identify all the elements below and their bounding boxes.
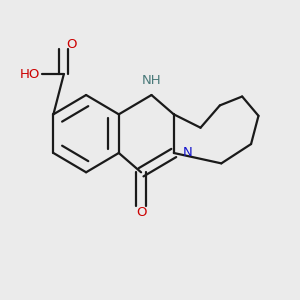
Text: HO: HO <box>20 68 40 81</box>
Text: N: N <box>183 146 193 160</box>
Text: O: O <box>66 38 76 51</box>
Text: NH: NH <box>142 74 161 87</box>
Text: O: O <box>136 206 146 219</box>
